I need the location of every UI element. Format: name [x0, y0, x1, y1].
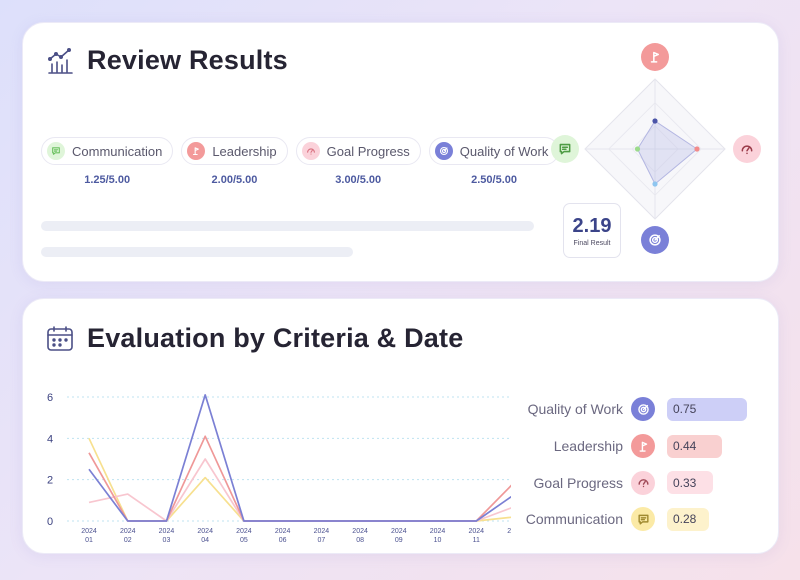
legend-value-bar: 0.33 [667, 471, 714, 495]
x-tick-label: 2024 07 [314, 528, 330, 544]
gauge-icon [741, 145, 753, 155]
flag-icon [193, 147, 200, 156]
criteria-chip-label: Goal Progress [326, 143, 410, 159]
criteria-chips: Communication 1.25/5.00 Leadership 2.00/5.… [41, 137, 560, 186]
y-tick-label: 6 [47, 392, 53, 404]
final-result-value: 2.19 [572, 214, 612, 237]
criteria-score: 2.00/5.00 [211, 174, 258, 186]
legend-value-bar: 0.28 [667, 507, 710, 531]
series-line-leadership [88, 435, 511, 522]
legend-label: Leadership [553, 438, 623, 455]
line-chart: 0 2 4 6 2024 01 2024 02 2024 03 2024 04 2024 05 2024 06… [47, 392, 511, 544]
criteria-chip-communication[interactable]: Communication [41, 137, 174, 165]
legend-row[interactable]: Leadership 0.44 [521, 428, 747, 465]
target-icon [649, 234, 661, 246]
criteria-score: 2.50/5.00 [471, 174, 517, 186]
radar-value-area [636, 120, 698, 185]
series-line-quality-of-work [88, 394, 511, 522]
gauge-icon [637, 479, 649, 488]
x-tick-label: 2024 03 [159, 528, 175, 544]
x-tick-label: 2024 04 [197, 528, 213, 544]
message-icon [52, 147, 60, 155]
flag-icon [650, 51, 660, 63]
criteria-score: 3.00/5.00 [335, 174, 382, 186]
criteria-chip-label: Communication [72, 143, 163, 159]
legend-value-bar: 0.75 [667, 397, 747, 421]
gauge-icon [631, 470, 655, 495]
legend-row[interactable]: Quality of Work 0.75 [521, 391, 747, 428]
x-tick-label: 2024 08 [352, 528, 368, 544]
placeholder-line-2 [41, 247, 353, 257]
review-title: Review Results [87, 45, 288, 75]
criteria-item: Leadership 2.00/5.00 [181, 137, 288, 186]
x-tick-label: 2024 01 [81, 528, 97, 544]
criteria-chip-label: Leadership [212, 143, 277, 159]
legend-row[interactable]: Goal Progress 0.33 [521, 464, 747, 501]
x-tick-label: 2024 09 [391, 528, 407, 544]
message-icon [47, 142, 65, 160]
criteria-item: Communication 1.25/5.00 [41, 137, 174, 186]
legend-label: Goal Progress [533, 474, 623, 491]
legend-value-bar: 0.44 [667, 434, 723, 458]
x-tick-label: 2024 02 [120, 528, 136, 544]
final-result-box: 2.19 Final Result [563, 203, 621, 258]
line-chart-plot: 0 2 4 6 2024 01 2024 02 2024 03 2024 04 2024 05 2024 06… [47, 392, 511, 544]
legend-label: Communication [525, 511, 623, 528]
message-icon [559, 143, 571, 155]
message-icon [637, 514, 649, 525]
criteria-legend: Quality of Work 0.75 Leadership 0.44 Goal … [521, 391, 747, 538]
target-icon [631, 397, 655, 422]
x-tick-label: 2024 06 [275, 528, 291, 544]
target-icon [637, 404, 649, 415]
target-icon [434, 142, 453, 160]
radar-inner-ring [631, 125, 679, 173]
y-tick-label: 0 [47, 516, 53, 528]
criteria-chip-leadership[interactable]: Leadership [181, 137, 288, 165]
x-tick-label: 2024 10 [430, 528, 446, 544]
radar-axis-goal-progress-icon[interactable] [733, 135, 761, 163]
evaluation-title: Evaluation by Criteria & Date [87, 323, 464, 353]
review-header: Review Results [45, 45, 288, 76]
target-icon [439, 146, 448, 156]
criteria-item: Goal Progress 3.00/5.00 [295, 137, 421, 186]
criteria-item: Quality of Work 2.50/5.00 [428, 137, 560, 186]
x-tick-label: 202412 [507, 528, 511, 544]
radar-mid-ring [608, 102, 702, 196]
radar-point-goal-progress [694, 146, 700, 152]
evaluation-card: Evaluation by Criteria & Date 0 2 4 6 2024 01… [22, 298, 779, 554]
radar-point-quality-of-work [652, 181, 658, 187]
x-tick-label: 2024 11 [468, 528, 484, 544]
radar-axis-quality-icon[interactable] [641, 226, 669, 254]
x-tick-label: 2024 05 [236, 528, 252, 544]
message-icon [631, 507, 655, 532]
legend-row[interactable]: Communication 0.28 [521, 501, 747, 538]
flag-icon [631, 434, 655, 459]
gauge-icon [306, 148, 315, 155]
review-results-card: Review Results Communication 1.25/5.00 Le… [22, 22, 779, 282]
y-tick-label: 2 [47, 475, 53, 487]
bar-chart-icon [47, 47, 73, 74]
radar-axis-communication-icon[interactable] [551, 135, 579, 163]
radar-outer-ring [584, 78, 726, 220]
flag-icon [187, 142, 206, 160]
placeholder-line-1 [41, 221, 534, 231]
series-line-goal-progress [88, 458, 511, 522]
criteria-score: 1.25/5.00 [84, 174, 131, 186]
legend-label: Quality of Work [527, 401, 623, 418]
radar-point-leadership [652, 118, 658, 124]
radar-axis-leadership-icon[interactable] [641, 43, 669, 71]
criteria-chip-quality[interactable]: Quality of Work [428, 137, 560, 165]
criteria-chip-goal_progress[interactable]: Goal Progress [295, 137, 421, 165]
calendar-icon [47, 325, 73, 351]
criteria-chip-label: Quality of Work [459, 143, 549, 159]
flag-icon [639, 441, 647, 452]
y-tick-label: 4 [47, 433, 53, 445]
gauge-icon [301, 142, 320, 160]
radar-point-communication [634, 146, 641, 152]
final-result-label: Final Result [573, 239, 611, 247]
evaluation-header: Evaluation by Criteria & Date [45, 323, 463, 354]
